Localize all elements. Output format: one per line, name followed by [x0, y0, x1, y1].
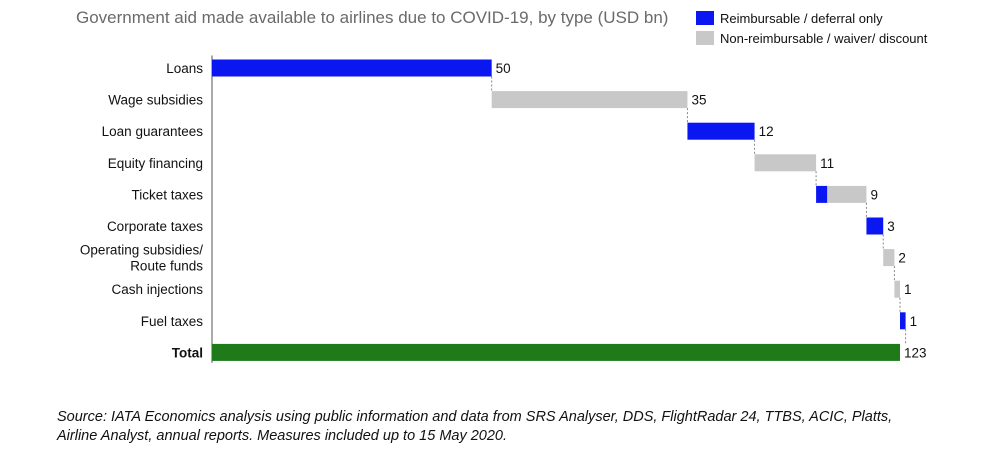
legend-item-reimbursable: Reimbursable / deferral only — [696, 9, 883, 27]
bar-reimbursable — [816, 185, 828, 203]
category-label: Corporate taxes — [107, 219, 203, 234]
category-label: Route funds — [130, 259, 203, 274]
bar-total — [212, 343, 900, 361]
category-label: Loan guarantees — [102, 124, 204, 139]
value-label: 1 — [910, 314, 918, 329]
legend-label-non-reimbursable: Non-reimbursable / waiver/ discount — [720, 30, 928, 46]
bar-reimbursable — [866, 217, 884, 235]
source-line-1: Source: IATA Economics analysis using pu… — [57, 409, 893, 425]
legend-label-reimbursable: Reimbursable / deferral only — [720, 10, 883, 26]
value-label: 12 — [759, 124, 774, 139]
bar-reimbursable — [212, 59, 492, 77]
bar-reimbursable — [900, 312, 906, 330]
value-label: 2 — [898, 251, 906, 266]
category-label: Ticket taxes — [131, 187, 203, 202]
value-label: 11 — [820, 156, 834, 171]
legend-swatch-non-reimbursable — [696, 31, 714, 45]
category-label: Wage subsidies — [108, 93, 203, 108]
chart-title: Government aid made available to airline… — [76, 8, 669, 27]
legend-item-non-reimbursable: Non-reimbursable / waiver/ discount — [696, 29, 927, 47]
bar-non-reimbursable — [754, 154, 817, 172]
source-note: Source: IATA Economics analysis using pu… — [57, 408, 977, 446]
value-label: 35 — [691, 93, 706, 108]
value-label: 9 — [870, 187, 878, 202]
value-label: 123 — [904, 345, 927, 360]
category-label: Fuel taxes — [141, 314, 204, 329]
legend-swatch-reimbursable — [696, 11, 714, 25]
bar-non-reimbursable — [491, 91, 688, 109]
category-label: Loans — [166, 61, 203, 76]
bar-non-reimbursable — [827, 185, 867, 203]
category-label: Equity financing — [108, 156, 203, 171]
source-line-2: Airline Analyst, annual reports. Measure… — [57, 428, 508, 444]
category-label: Total — [172, 345, 203, 360]
value-label: 1 — [904, 282, 912, 297]
category-label: Operating subsidies/ — [80, 243, 203, 258]
value-label: 3 — [887, 219, 895, 234]
category-label: Cash injections — [111, 282, 203, 297]
bar-non-reimbursable — [883, 249, 895, 267]
value-label: 50 — [496, 61, 511, 76]
bar-reimbursable — [687, 122, 755, 140]
bar-non-reimbursable — [894, 280, 900, 298]
